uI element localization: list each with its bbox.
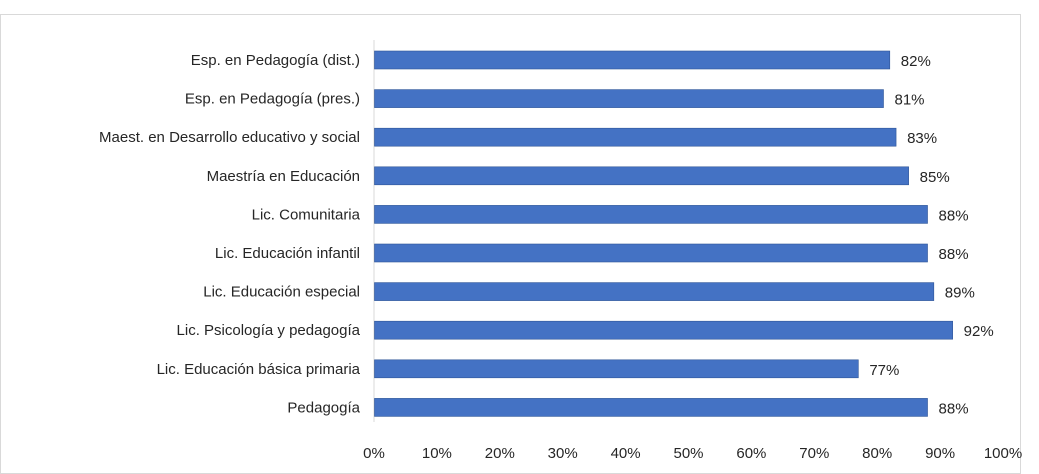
bar [374, 243, 928, 263]
bar [374, 205, 928, 224]
data-label: 89% [945, 285, 975, 302]
bar [374, 89, 884, 108]
x-tick-label: 70% [799, 445, 829, 462]
bar [374, 398, 928, 417]
data-label: 88% [939, 246, 969, 263]
category-label: Esp. en Pedagogía (pres.) [185, 91, 360, 108]
data-label: 88% [939, 400, 969, 417]
category-label: Lic. Educación infantil [215, 245, 360, 262]
data-label: 81% [894, 92, 924, 109]
data-label: 88% [939, 207, 969, 224]
category-label: Maestría en Educación [207, 168, 360, 185]
data-label: 77% [869, 362, 899, 379]
data-label: 82% [901, 53, 931, 70]
x-tick-label: 10% [422, 445, 452, 462]
category-label: Esp. en Pedagogía (dist.) [191, 52, 360, 69]
x-tick-label: 90% [925, 445, 955, 462]
bar [374, 282, 935, 301]
x-tick-label: 0% [363, 445, 385, 462]
bar [374, 50, 891, 70]
x-tick-label: 60% [736, 445, 766, 462]
x-tick-label: 40% [611, 445, 641, 462]
data-label: 85% [920, 169, 950, 186]
x-tick-label: 100% [984, 445, 1022, 462]
category-label: Lic. Comunitaria [252, 206, 361, 223]
data-label: 83% [907, 130, 937, 147]
x-tick-label: 80% [862, 445, 892, 462]
bar [374, 359, 859, 379]
category-label: Lic. Educación especial [203, 284, 360, 301]
x-tick-label: 30% [548, 445, 578, 462]
category-label: Pedagogía [287, 399, 360, 416]
bar [374, 166, 909, 186]
category-label: Maest. en Desarrollo educativo y social [99, 129, 360, 146]
bar [374, 127, 897, 147]
category-label: Lic. Educación básica primaria [157, 361, 361, 378]
bar [374, 320, 953, 340]
x-tick-label: 20% [485, 445, 515, 462]
x-tick-label: 50% [673, 445, 703, 462]
category-label: Lic. Psicología y pedagogía [177, 322, 361, 339]
data-label: 92% [964, 323, 994, 340]
